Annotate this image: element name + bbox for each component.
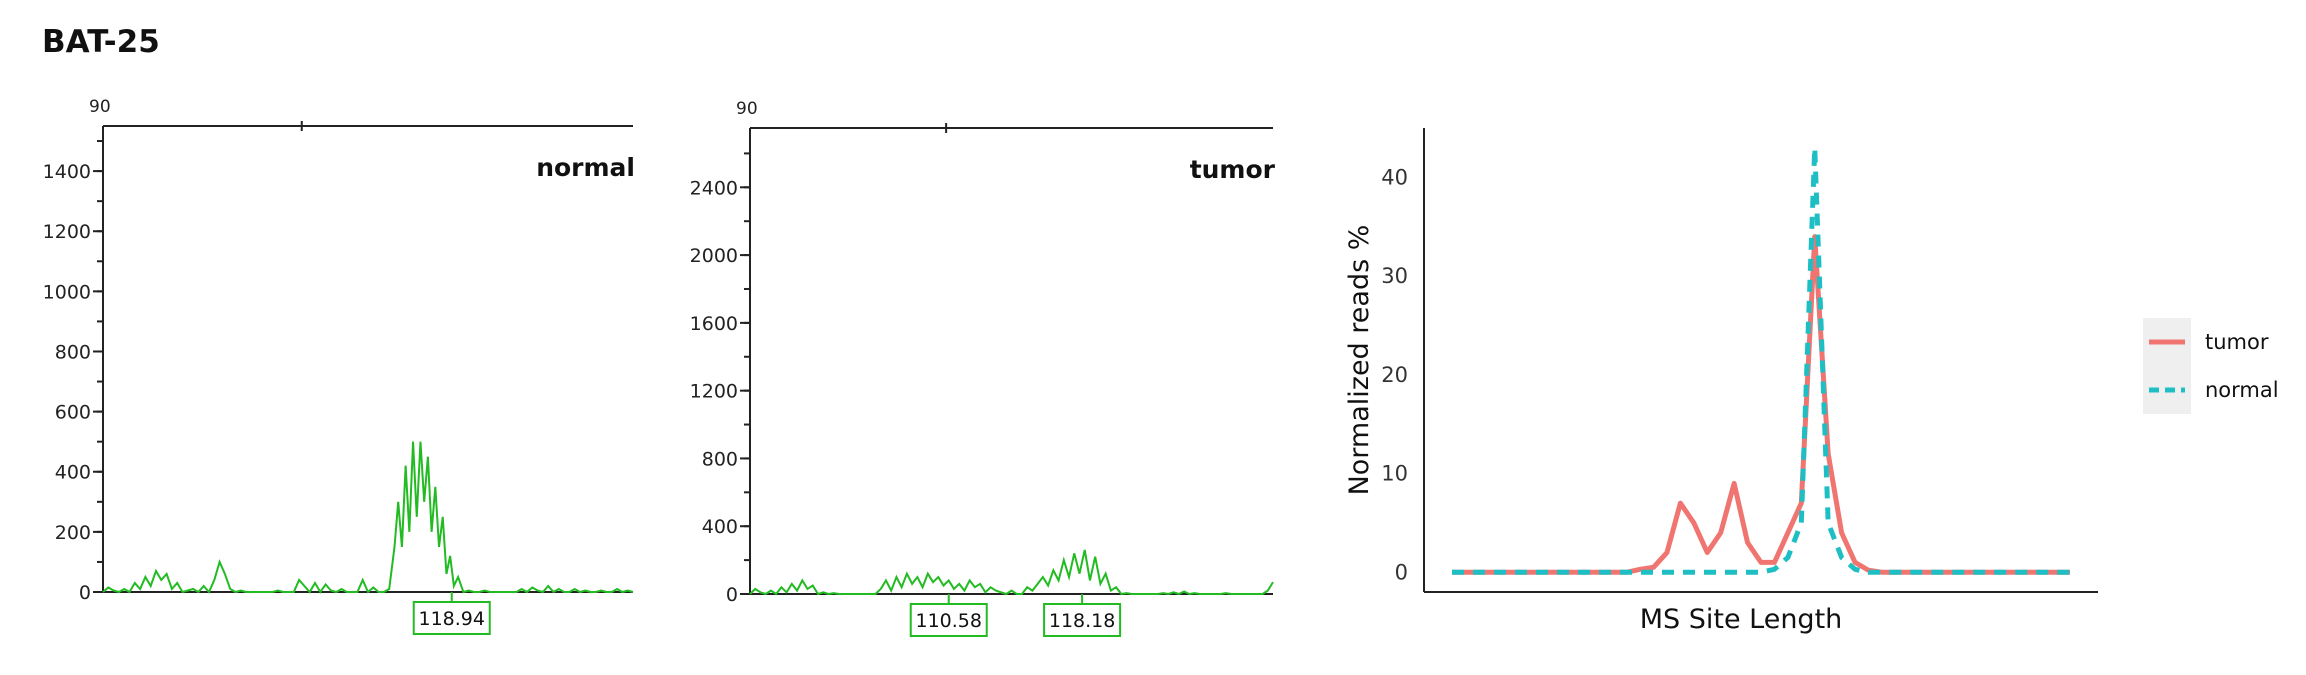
y-tick-label: 1200: [690, 381, 738, 403]
y-tick-label: 200: [55, 522, 91, 544]
peak-label: 118.18: [1049, 610, 1115, 632]
y-tick-label: 40: [1381, 165, 1408, 189]
y-tick-label: 800: [55, 341, 91, 363]
top-axis-start-label: 90: [89, 97, 111, 117]
top-axis-start-label: 90: [736, 99, 758, 119]
series-line-tumor: [1452, 234, 2070, 575]
y-tick-label: 400: [55, 462, 91, 484]
trace-line: [102, 441, 634, 594]
y-tick-label: 30: [1381, 264, 1408, 288]
y-tick-label: 1000: [43, 281, 91, 303]
y-tick-label: 1200: [43, 221, 91, 243]
tumor-electropherogram-panel: 90 0 400 800 1200 1600 2000 2400 tumor 110.58 118.…: [690, 99, 1276, 637]
legend-label: normal: [2205, 378, 2279, 402]
y-tick-label: 10: [1381, 462, 1408, 486]
legend-label: tumor: [2205, 330, 2269, 354]
x-axis-label: MS Site Length: [1640, 604, 1843, 635]
peak-label-box: [1043, 603, 1122, 637]
normal-electropherogram-panel: 90 0 200 400 600 800 1000 1200 1400 normal 118.94: [43, 97, 635, 635]
peak-label: 118.94: [418, 608, 484, 630]
normalized-reads-panel: 0 10 20 30 40 MS Site Length Normalized reads …: [1344, 128, 2279, 635]
y-tick-label: 800: [702, 448, 738, 470]
trace-line: [749, 549, 1274, 596]
y-tick-label: 400: [702, 516, 738, 538]
peak-label: 110.58: [915, 610, 981, 632]
legend-key-background: [2143, 318, 2191, 414]
peak-label-box: [909, 603, 988, 637]
series-line-normal: [1452, 145, 2070, 575]
y-tick-label: 0: [1395, 560, 1408, 584]
panel-label: tumor: [1190, 155, 1276, 184]
y-axis-label: Normalized reads %: [1344, 225, 1375, 496]
y-tick-label: 1400: [43, 161, 91, 183]
y-tick-label: 600: [55, 402, 91, 424]
y-tick-label: 1600: [690, 313, 738, 335]
y-tick-label: 20: [1381, 363, 1408, 387]
y-tick-label: 2400: [690, 177, 738, 199]
figure-title: BAT-25: [42, 24, 160, 60]
panel-label: normal: [536, 153, 635, 182]
y-tick-label: 0: [726, 584, 738, 606]
y-tick-label: 2000: [690, 245, 738, 267]
y-tick-label: 0: [79, 582, 91, 604]
peak-label-box: [412, 601, 491, 635]
